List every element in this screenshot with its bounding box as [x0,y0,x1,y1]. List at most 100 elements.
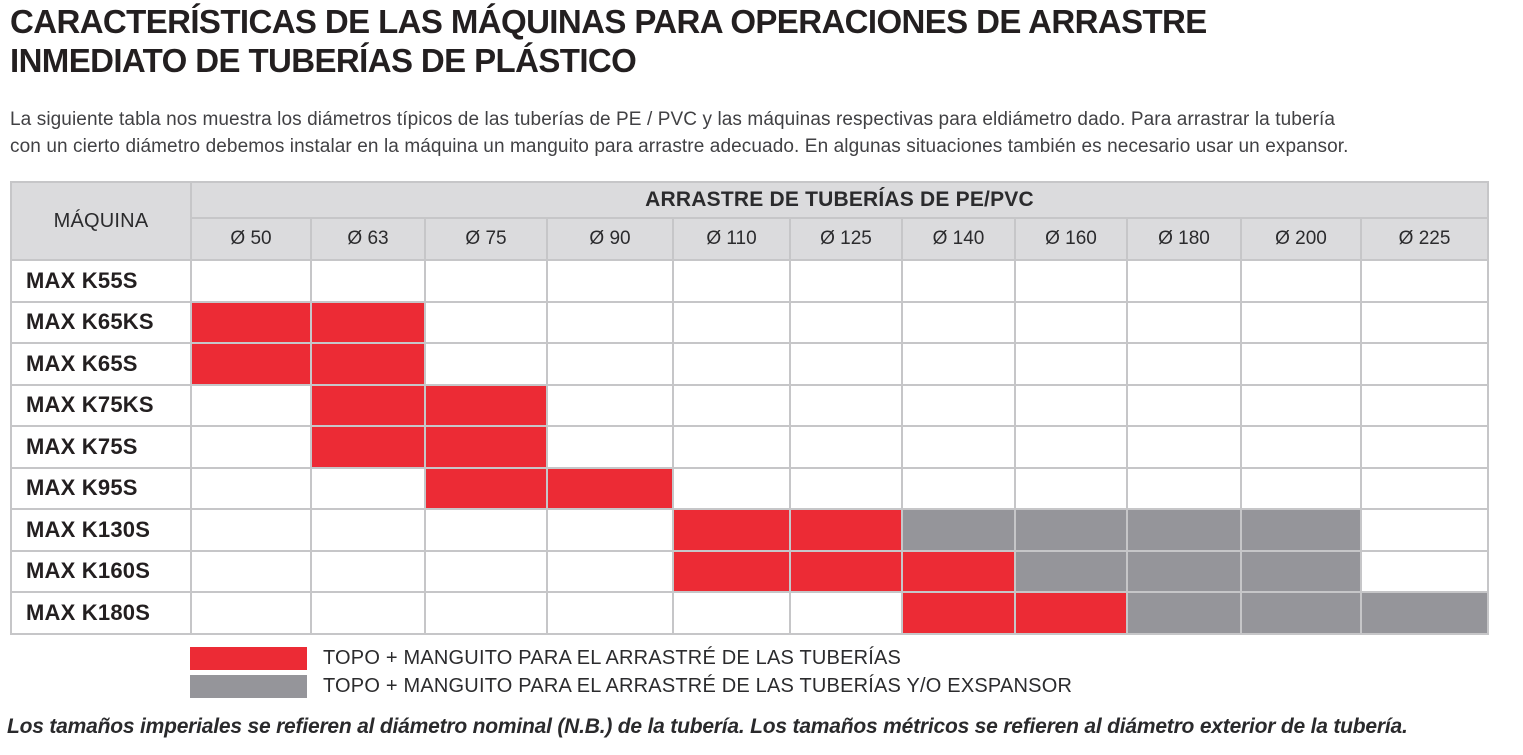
diameter-cell [546,591,674,635]
table-row: MAX K75S [10,425,1490,469]
diameter-column-header: Ø 160 [1014,217,1128,261]
diameter-cell [310,383,426,427]
machine-name: MAX K75KS [10,383,192,427]
diameter-cell [546,466,674,510]
diameter-cell [1359,549,1490,593]
page-title-line-1: CARACTERÍSTICAS DE LAS MÁQUINAS PARA OPE… [10,3,1207,40]
page-title: CARACTERÍSTICAS DE LAS MÁQUINAS PARA OPE… [10,2,1515,80]
diameter-cell [901,549,1016,593]
diameter-cell [672,549,791,593]
diameter-cell [310,591,426,635]
diameter-cell [310,425,426,469]
legend-item-red: TOPO + MANGUITO PARA EL ARRASTRÉ DE LAS … [190,646,1515,670]
diameter-cell [310,466,426,510]
machine-name: MAX K55S [10,259,192,303]
diameter-cell [672,508,791,552]
group-header-row: MÁQUINA ARRASTRE DE TUBERÍAS DE PE/PVC [10,181,1490,261]
machine-column-header: MÁQUINA [10,181,192,261]
diameter-cell [310,300,426,344]
diameter-cell [1359,383,1490,427]
diameter-cell [789,342,903,386]
group-header: ARRASTRE DE TUBERÍAS DE PE/PVC [189,181,1490,219]
diameter-cell [1240,300,1362,344]
diameter-cell [1126,259,1242,303]
diameter-cell [310,259,426,303]
diameter-cell [1014,508,1128,552]
machine-name: MAX K65KS [10,300,192,344]
diameter-cell [1126,466,1242,510]
diameter-cell [424,466,548,510]
page-title-line-2: INMEDIATO DE TUBERÍAS DE PLÁSTICO [10,42,637,79]
diameter-cell [1240,549,1362,593]
diameter-cell [1240,591,1362,635]
red-swatch [190,646,307,670]
diameter-column-header: Ø 225 [1359,217,1490,261]
diameter-cell [901,466,1016,510]
page: CARACTERÍSTICAS DE LAS MÁQUINAS PARA OPE… [7,2,1515,738]
diameter-cell [424,508,548,552]
diameter-cell [789,259,903,303]
table-row: MAX K95S [10,466,1490,510]
table-row: MAX K130S [10,508,1490,552]
diameter-cell [1240,259,1362,303]
diameter-cell [1014,466,1128,510]
diameter-column-header: Ø 140 [901,217,1016,261]
diameter-cell [424,259,548,303]
diameter-cell [190,425,312,469]
machine-name: MAX K130S [10,508,192,552]
diameter-cell [672,300,791,344]
diameter-cell [1359,508,1490,552]
diameter-cell [672,466,791,510]
diameter-cell [546,300,674,344]
diameter-cell [1240,508,1362,552]
diameter-cell [789,300,903,344]
diameter-cell [190,300,312,344]
diameter-cell [1014,425,1128,469]
diameter-cell [1014,259,1128,303]
table-row: MAX K65S [10,342,1490,386]
diameter-cell [424,425,548,469]
diameter-cell [424,549,548,593]
diameter-column-header: Ø 90 [546,217,674,261]
diameter-cell [789,549,903,593]
diameter-cell [1359,425,1490,469]
diameter-cell [546,425,674,469]
diameter-cell [901,300,1016,344]
diameter-cell [1126,425,1242,469]
machine-name: MAX K75S [10,425,192,469]
diameter-cell [1014,342,1128,386]
intro-line-2: con un cierto diámetro debemos instalar … [10,136,1349,157]
diameter-cell [901,383,1016,427]
diameter-cell [901,259,1016,303]
diameter-cell [1014,383,1128,427]
diameter-cell [424,591,548,635]
legend-label-red: TOPO + MANGUITO PARA EL ARRASTRÉ DE LAS … [323,646,902,669]
diameter-cell [672,383,791,427]
diameter-cell [901,508,1016,552]
machine-rows: MAX K55S MAX K65KS MAX K65S MAX K75KS MAX K7… [10,259,1490,635]
diameter-cell [672,259,791,303]
diameter-cell [789,383,903,427]
diameter-cell [1240,466,1362,510]
legend: TOPO + MANGUITO PARA EL ARRASTRÉ DE LAS … [10,646,1515,698]
legend-label-gray: TOPO + MANGUITO PARA EL ARRASTRÉ DE LAS … [323,674,1073,697]
diameter-cell [190,549,312,593]
legend-item-gray: TOPO + MANGUITO PARA EL ARRASTRÉ DE LAS … [190,674,1515,698]
diameter-cell [546,259,674,303]
diameter-cell [1359,591,1490,635]
diameter-cell [1014,300,1128,344]
diameter-cell [672,342,791,386]
diameter-cell [1240,383,1362,427]
diameter-cell [1126,591,1242,635]
diameter-cell [190,508,312,552]
diameter-cell [1126,300,1242,344]
diameter-cell [789,466,903,510]
diameter-cell [190,259,312,303]
diameter-column-header: Ø 63 [310,217,426,261]
diameter-cell [190,591,312,635]
diameter-cell [789,425,903,469]
diameter-cell [1359,342,1490,386]
diameter-cell [1014,549,1128,593]
table-row: MAX K180S [10,591,1490,635]
diameter-cell [190,383,312,427]
